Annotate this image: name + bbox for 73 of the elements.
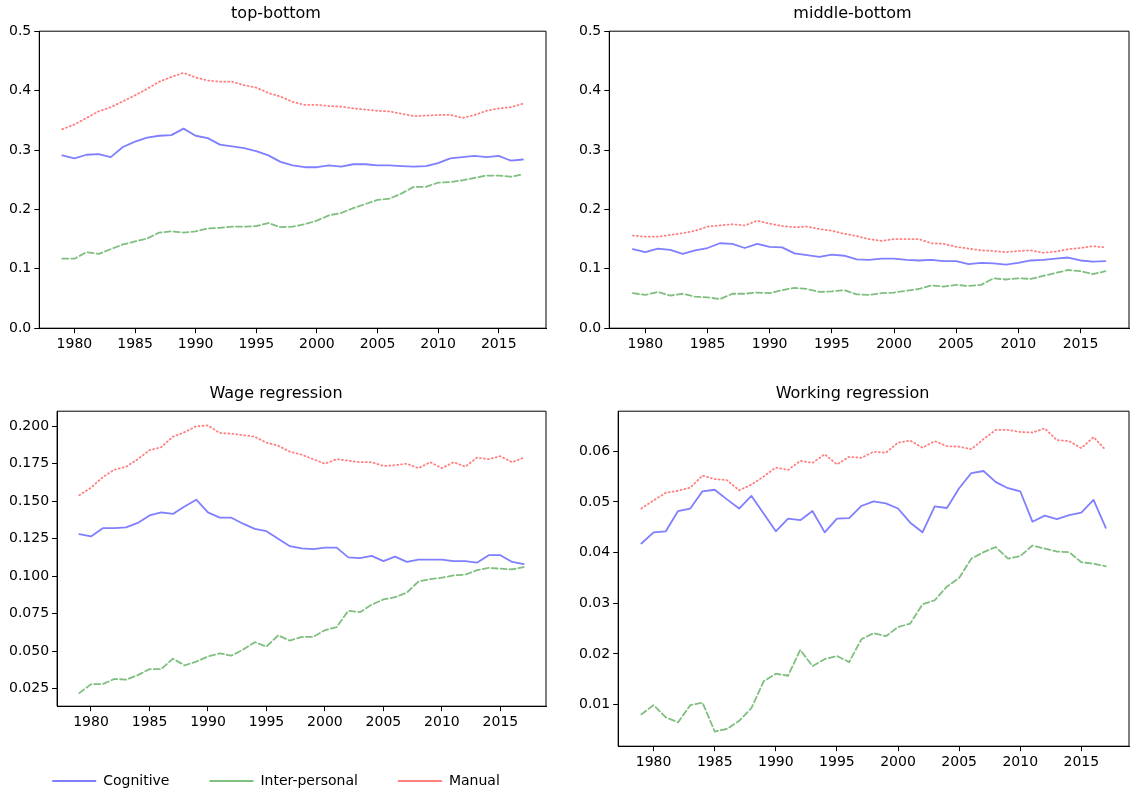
x-tick-label: 2010 (1002, 753, 1039, 770)
x-tick-label: 1995 (819, 753, 855, 770)
line-series (640, 427, 1107, 510)
y-tick-label: 0.3 (9, 140, 32, 157)
x-tick-label: 1985 (696, 753, 733, 770)
chart-title: Working regression (775, 382, 930, 402)
y-tick-label: 0.125 (8, 529, 50, 546)
y-tick-label: 0.05 (579, 492, 611, 509)
chart-title: middle-bottom (793, 2, 912, 22)
y-tick-label: 0.04 (579, 543, 611, 560)
line-series (61, 71, 524, 131)
y-tick-label: 0.4 (9, 81, 32, 98)
y-tick-label: 0.200 (8, 416, 50, 433)
y-tick-label: 0.06 (579, 441, 611, 458)
y-tick-label: 0.025 (8, 679, 50, 696)
x-tick-label: 2005 (941, 753, 977, 770)
y-tick-label: 0.100 (8, 566, 50, 583)
y-tick-label: 0.2 (9, 200, 32, 217)
y-tick-label: 0.175 (8, 454, 50, 471)
x-tick-label: 1980 (73, 713, 109, 730)
chart-title: Wage regression (209, 382, 343, 402)
x-tick-label: 2010 (420, 335, 456, 352)
x-tick-label: 1985 (689, 335, 726, 352)
x-tick-label: 2015 (480, 335, 517, 352)
x-tick-label: 2010 (1000, 335, 1037, 352)
x-tick-label: 2005 (938, 335, 974, 352)
x-tick-label: 2015 (482, 713, 519, 730)
x-tick-label: 1995 (814, 335, 850, 352)
y-tick-label: 0.03 (579, 593, 611, 610)
y-tick-label: 0.1 (9, 259, 32, 276)
y-tick-label: 0.1 (579, 259, 602, 276)
y-tick-label: 0.02 (579, 644, 611, 661)
line-series (78, 566, 525, 695)
x-tick-label: 2000 (880, 753, 916, 770)
line-series (631, 219, 1107, 254)
x-tick-label: 1980 (627, 335, 664, 352)
x-tick-label: 1995 (248, 713, 285, 730)
x-tick-label: 2000 (876, 335, 912, 352)
x-tick-label: 2005 (359, 335, 396, 352)
x-tick-label: 1990 (190, 713, 226, 730)
y-tick-label: 0.0 (579, 318, 602, 335)
y-tick-label: 0.01 (579, 695, 611, 712)
y-tick-label: 0.4 (579, 81, 602, 98)
x-tick-label: 1990 (177, 335, 214, 352)
y-tick-label: 0.5 (579, 21, 602, 38)
line-series (61, 173, 524, 260)
x-tick-label: 1995 (238, 335, 275, 352)
y-tick-label: 0.0 (9, 318, 32, 335)
y-tick-label: 0.3 (579, 140, 602, 157)
x-tick-label: 2015 (1062, 335, 1099, 352)
x-tick-label: 1980 (635, 753, 672, 770)
line-series (631, 269, 1107, 300)
x-tick-label: 1980 (56, 335, 93, 352)
x-tick-label: 2000 (299, 335, 335, 352)
x-tick-label: 1990 (758, 753, 794, 770)
x-tick-label: 2005 (365, 713, 402, 730)
legend-label: Manual (448, 771, 500, 788)
x-tick-label: 1985 (131, 713, 168, 730)
y-tick-label: 0.075 (8, 604, 50, 621)
chart-title: top-bottom (231, 2, 321, 22)
legend-label: Inter-personal (260, 771, 358, 788)
legend-label: Cognitive (103, 771, 170, 788)
y-tick-label: 0.5 (9, 21, 32, 38)
x-tick-label: 1990 (751, 335, 788, 352)
y-tick-label: 0.150 (8, 491, 50, 508)
y-tick-label: 0.050 (8, 641, 50, 658)
x-tick-label: 1985 (117, 335, 153, 352)
x-tick-label: 2010 (424, 713, 460, 730)
x-tick-label: 2015 (1063, 753, 1100, 770)
y-tick-label: 0.2 (579, 200, 602, 217)
x-tick-label: 2000 (307, 713, 343, 730)
line-series (78, 424, 525, 497)
line-series (640, 544, 1107, 733)
